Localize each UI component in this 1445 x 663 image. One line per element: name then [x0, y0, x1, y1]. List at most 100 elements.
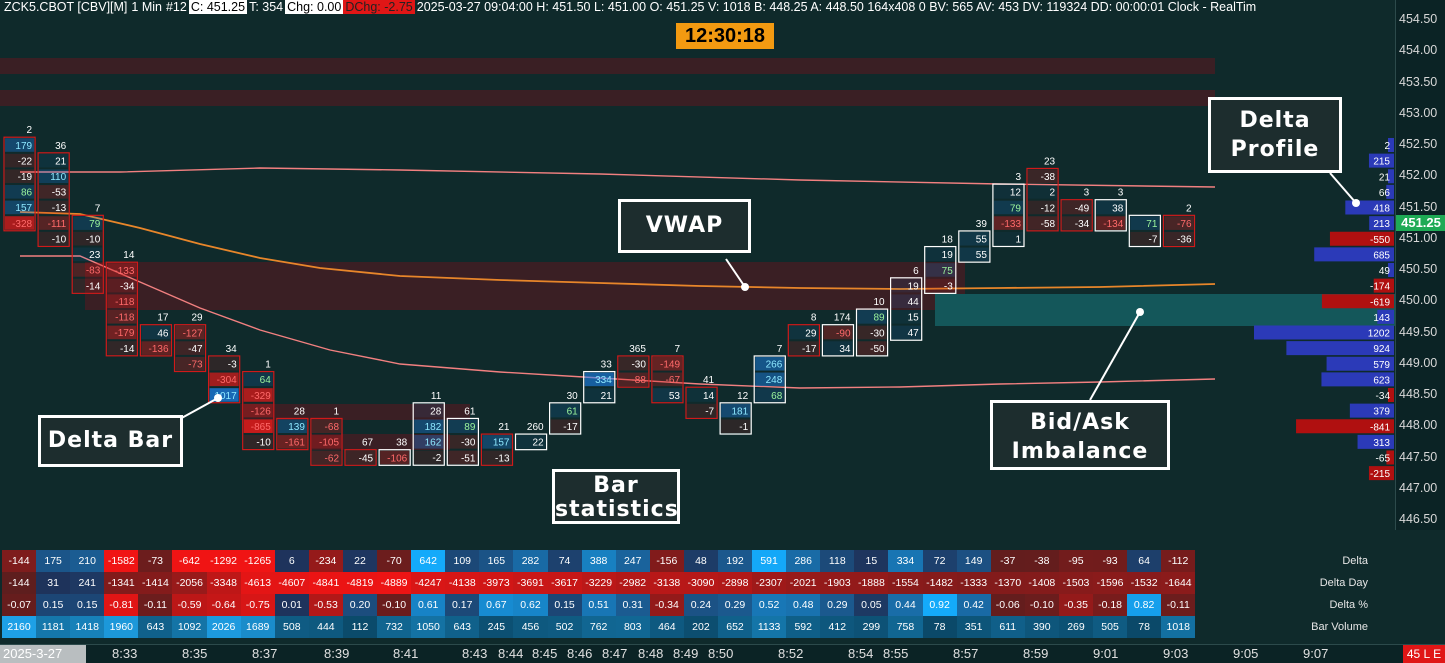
- footprint-bar[interactable]: 8 29 -17: [787, 313, 820, 357]
- footprint-bar-volume-label: 36: [55, 141, 67, 152]
- footprint-bar-frame: [1162, 214, 1196, 248]
- footprint-cell: [141, 325, 171, 340]
- footprint-cell: [1028, 200, 1058, 215]
- footprint-bar[interactable]: 3 -49 -34: [1060, 188, 1093, 232]
- footprint-cell-value: -106: [387, 453, 407, 464]
- footprint-cell: [175, 356, 205, 371]
- stats-delta-pct-cell: -0.11: [1161, 594, 1196, 616]
- footprint-bar[interactable]: 7 79 -10 23 -83 -14: [71, 203, 104, 294]
- stats-delta-day-cell: -4819: [342, 572, 378, 594]
- footprint-cell-value: -90: [836, 328, 851, 339]
- callout-bar-statistics: Bar statistics: [552, 469, 680, 524]
- footprint-cell-value: -10: [86, 235, 101, 246]
- footprint-bar[interactable]: 3 12 79 -133 1: [992, 172, 1025, 248]
- footprint-bar[interactable]: 61 89 -30 -51: [446, 406, 479, 466]
- footprint-chart[interactable]: 2179-22-1986157-3283621110-53-13-111-107…: [0, 0, 1395, 530]
- footprint-bar-frame: [412, 402, 445, 466]
- footprint-cell-value: 44: [908, 297, 920, 308]
- price-scale[interactable]: 454.50 454.00 453.50 453.00 452.50 452.00 451.…: [1395, 0, 1445, 530]
- footprint-bar[interactable]: 30 61 -17: [548, 391, 582, 435]
- footprint-bar[interactable]: 1 -68 -105 -62: [310, 406, 343, 466]
- footprint-bar[interactable]: 10 89 -30 -50: [855, 297, 889, 357]
- delta-profile-value: 66: [1379, 188, 1391, 199]
- footprint-cell-value: -865: [251, 422, 271, 433]
- footprint-cell-value: -17: [802, 344, 817, 355]
- footprint-bar-volume-label: 28: [294, 406, 306, 417]
- stats-delta-pct-cell: 0.15: [70, 594, 105, 616]
- bar-statistics-table: -144 175 210 -1582 -73 -642 -1292 -1265 6 -234 22-…: [2, 550, 1232, 638]
- footprint-bar-volume-label: 29: [191, 313, 203, 324]
- footprint-bar-frame: [821, 324, 855, 357]
- footprint-bar[interactable]: 33 334 21: [583, 360, 616, 404]
- delta-profile-value: -215: [1370, 469, 1390, 480]
- footprint-cell: [311, 435, 341, 449]
- stats-bar-volume-cell: 652: [717, 616, 753, 638]
- footprint-bar[interactable]: 39 55 55: [958, 219, 991, 263]
- stats-bar-volume-cell: 762: [581, 616, 616, 638]
- stats-delta-day-cell: -1370: [990, 572, 1025, 594]
- footprint-bar[interactable]: 38 -106: [378, 438, 411, 466]
- price-tick: 451.50: [1399, 199, 1438, 214]
- footprint-bar[interactable]: 17 46 -136: [139, 313, 173, 357]
- footprint-cell: [687, 403, 717, 418]
- footprint-bar[interactable]: 2 179 -22 -19 86 157 -328: [3, 125, 36, 232]
- footprint-bar[interactable]: 1 64 -329 -126 -865 -10: [242, 360, 275, 451]
- time-axis-label: 9:07: [1303, 646, 1329, 661]
- footprint-bar-frame: [889, 277, 923, 341]
- delta-profile-value: 49: [1379, 266, 1391, 277]
- footprint-bar[interactable]: 14 -133 -34 -118 -118 -179 -14: [105, 250, 139, 357]
- footprint-bar[interactable]: 29 -127 -47 -73: [173, 313, 207, 373]
- footprint-bar[interactable]: 6 19 44 15 47: [889, 266, 923, 341]
- stats-bar-volume-cell: 1689: [240, 616, 275, 638]
- footprint-bar[interactable]: 34 -3 -304 1017: [208, 344, 241, 404]
- imbalance-zone-teal: [935, 294, 1395, 326]
- footprint-bar[interactable]: 3 38 -134: [1094, 188, 1127, 232]
- footprint-bar[interactable]: 21 157 -13: [480, 422, 514, 466]
- stats-delta-cell: 175: [36, 550, 71, 572]
- stats-bar-volume-cell: 351: [956, 616, 991, 638]
- footprint-bar[interactable]: 365 -30 -88: [617, 344, 650, 388]
- footprint-cell: [550, 419, 580, 434]
- stats-delta-cell: -1265: [240, 550, 275, 572]
- stats-delta-day-cell: -2056: [172, 572, 207, 594]
- footprint-bar[interactable]: 7 -149 -67 53: [651, 344, 684, 404]
- stats-delta-day-cell: -4138: [445, 572, 480, 594]
- stats-bar-volume-cell: 299: [854, 616, 889, 638]
- stats-delta-pct-cell: 0.61: [411, 594, 446, 616]
- callout-bid-ask-line2: Imbalance: [1011, 439, 1149, 464]
- footprint-cell-value: -22: [18, 156, 33, 167]
- delta-profile-bar: [1286, 341, 1394, 356]
- footprint-bar[interactable]: 36 21 110 -53 -13 -111 -10: [37, 141, 70, 248]
- footprint-cell: [5, 153, 35, 168]
- footprint-bar-volume-label: 1: [333, 406, 339, 417]
- stats-delta-pct-cell: 0.62: [513, 594, 548, 616]
- delta-profile-bar: [1254, 325, 1394, 340]
- footprint-bar[interactable]: 41 14 -7: [685, 375, 718, 420]
- price-tick: 449.50: [1399, 324, 1438, 339]
- time-axis-label: 8:54: [848, 646, 874, 661]
- footprint-bar[interactable]: 28 139 -161: [276, 406, 309, 451]
- stats-delta-cell: -642: [172, 550, 207, 572]
- footprint-bar[interactable]: 18 19 75 -3: [924, 235, 957, 294]
- stats-delta-cell: -38: [1024, 550, 1059, 572]
- footprint-cell-value: -7: [705, 406, 714, 417]
- stats-bar-volume-cell: 456: [513, 616, 548, 638]
- stats-delta-cell: 118: [820, 550, 855, 572]
- footprint-bar[interactable]: 71-7: [1128, 214, 1162, 248]
- stats-delta-cell: -144: [2, 550, 37, 572]
- footprint-bar[interactable]: 2 -76 -36: [1162, 203, 1196, 248]
- time-axis[interactable]: 2025-3-27 45 L E 8:33 8:35 8:37 8:39 8:41 8:4…: [0, 644, 1445, 663]
- footprint-cell-value: 38: [1112, 203, 1124, 214]
- delta-profile-bar: [1368, 153, 1394, 168]
- imbalance-zone-red: [85, 262, 965, 310]
- footprint-bar[interactable]: 67-45: [344, 438, 377, 466]
- footprint-bar[interactable]: 174 -90 34: [821, 313, 855, 357]
- time-axis-label: 8:33: [112, 646, 138, 661]
- footprint-cell: [993, 216, 1023, 230]
- footprint-bar[interactable]: 11 28 182 162 -2: [412, 391, 445, 466]
- footprint-bar[interactable]: 12 181 -1: [719, 391, 752, 435]
- footprint-bar[interactable]: 23 -38 2 -12 -58: [1026, 156, 1059, 232]
- footprint-bar[interactable]: 7 266 248 68: [753, 344, 786, 404]
- time-axis-label: 8:48: [638, 646, 664, 661]
